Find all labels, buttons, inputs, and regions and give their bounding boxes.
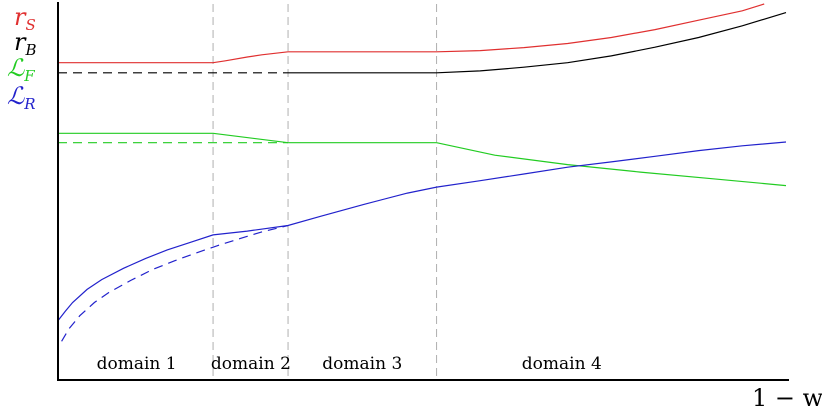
series-rs (58, 3, 765, 64)
domain-labels: domain 1 domain 2 domain 3 domain 4 (97, 354, 602, 374)
legend-entry-4: ℒR (7, 82, 36, 113)
domain-label-1: domain 1 (97, 354, 177, 374)
legend-entry-3: ℒF (7, 54, 35, 85)
x-axis-label: 1 − w (752, 384, 822, 412)
series-lr (57, 141, 787, 321)
domain-label-4: domain 4 (522, 354, 602, 374)
series-lr-dashed (61, 224, 289, 342)
series-rb (288, 12, 787, 74)
domain-boundaries (212, 4, 438, 380)
series-group (57, 3, 787, 342)
domain-label-2: domain 2 (211, 354, 291, 374)
domain-label-3: domain 3 (322, 354, 402, 374)
legend-entry-1: rS (14, 3, 36, 34)
series-lf (58, 132, 787, 187)
legend-entry-2: rB (14, 28, 37, 59)
